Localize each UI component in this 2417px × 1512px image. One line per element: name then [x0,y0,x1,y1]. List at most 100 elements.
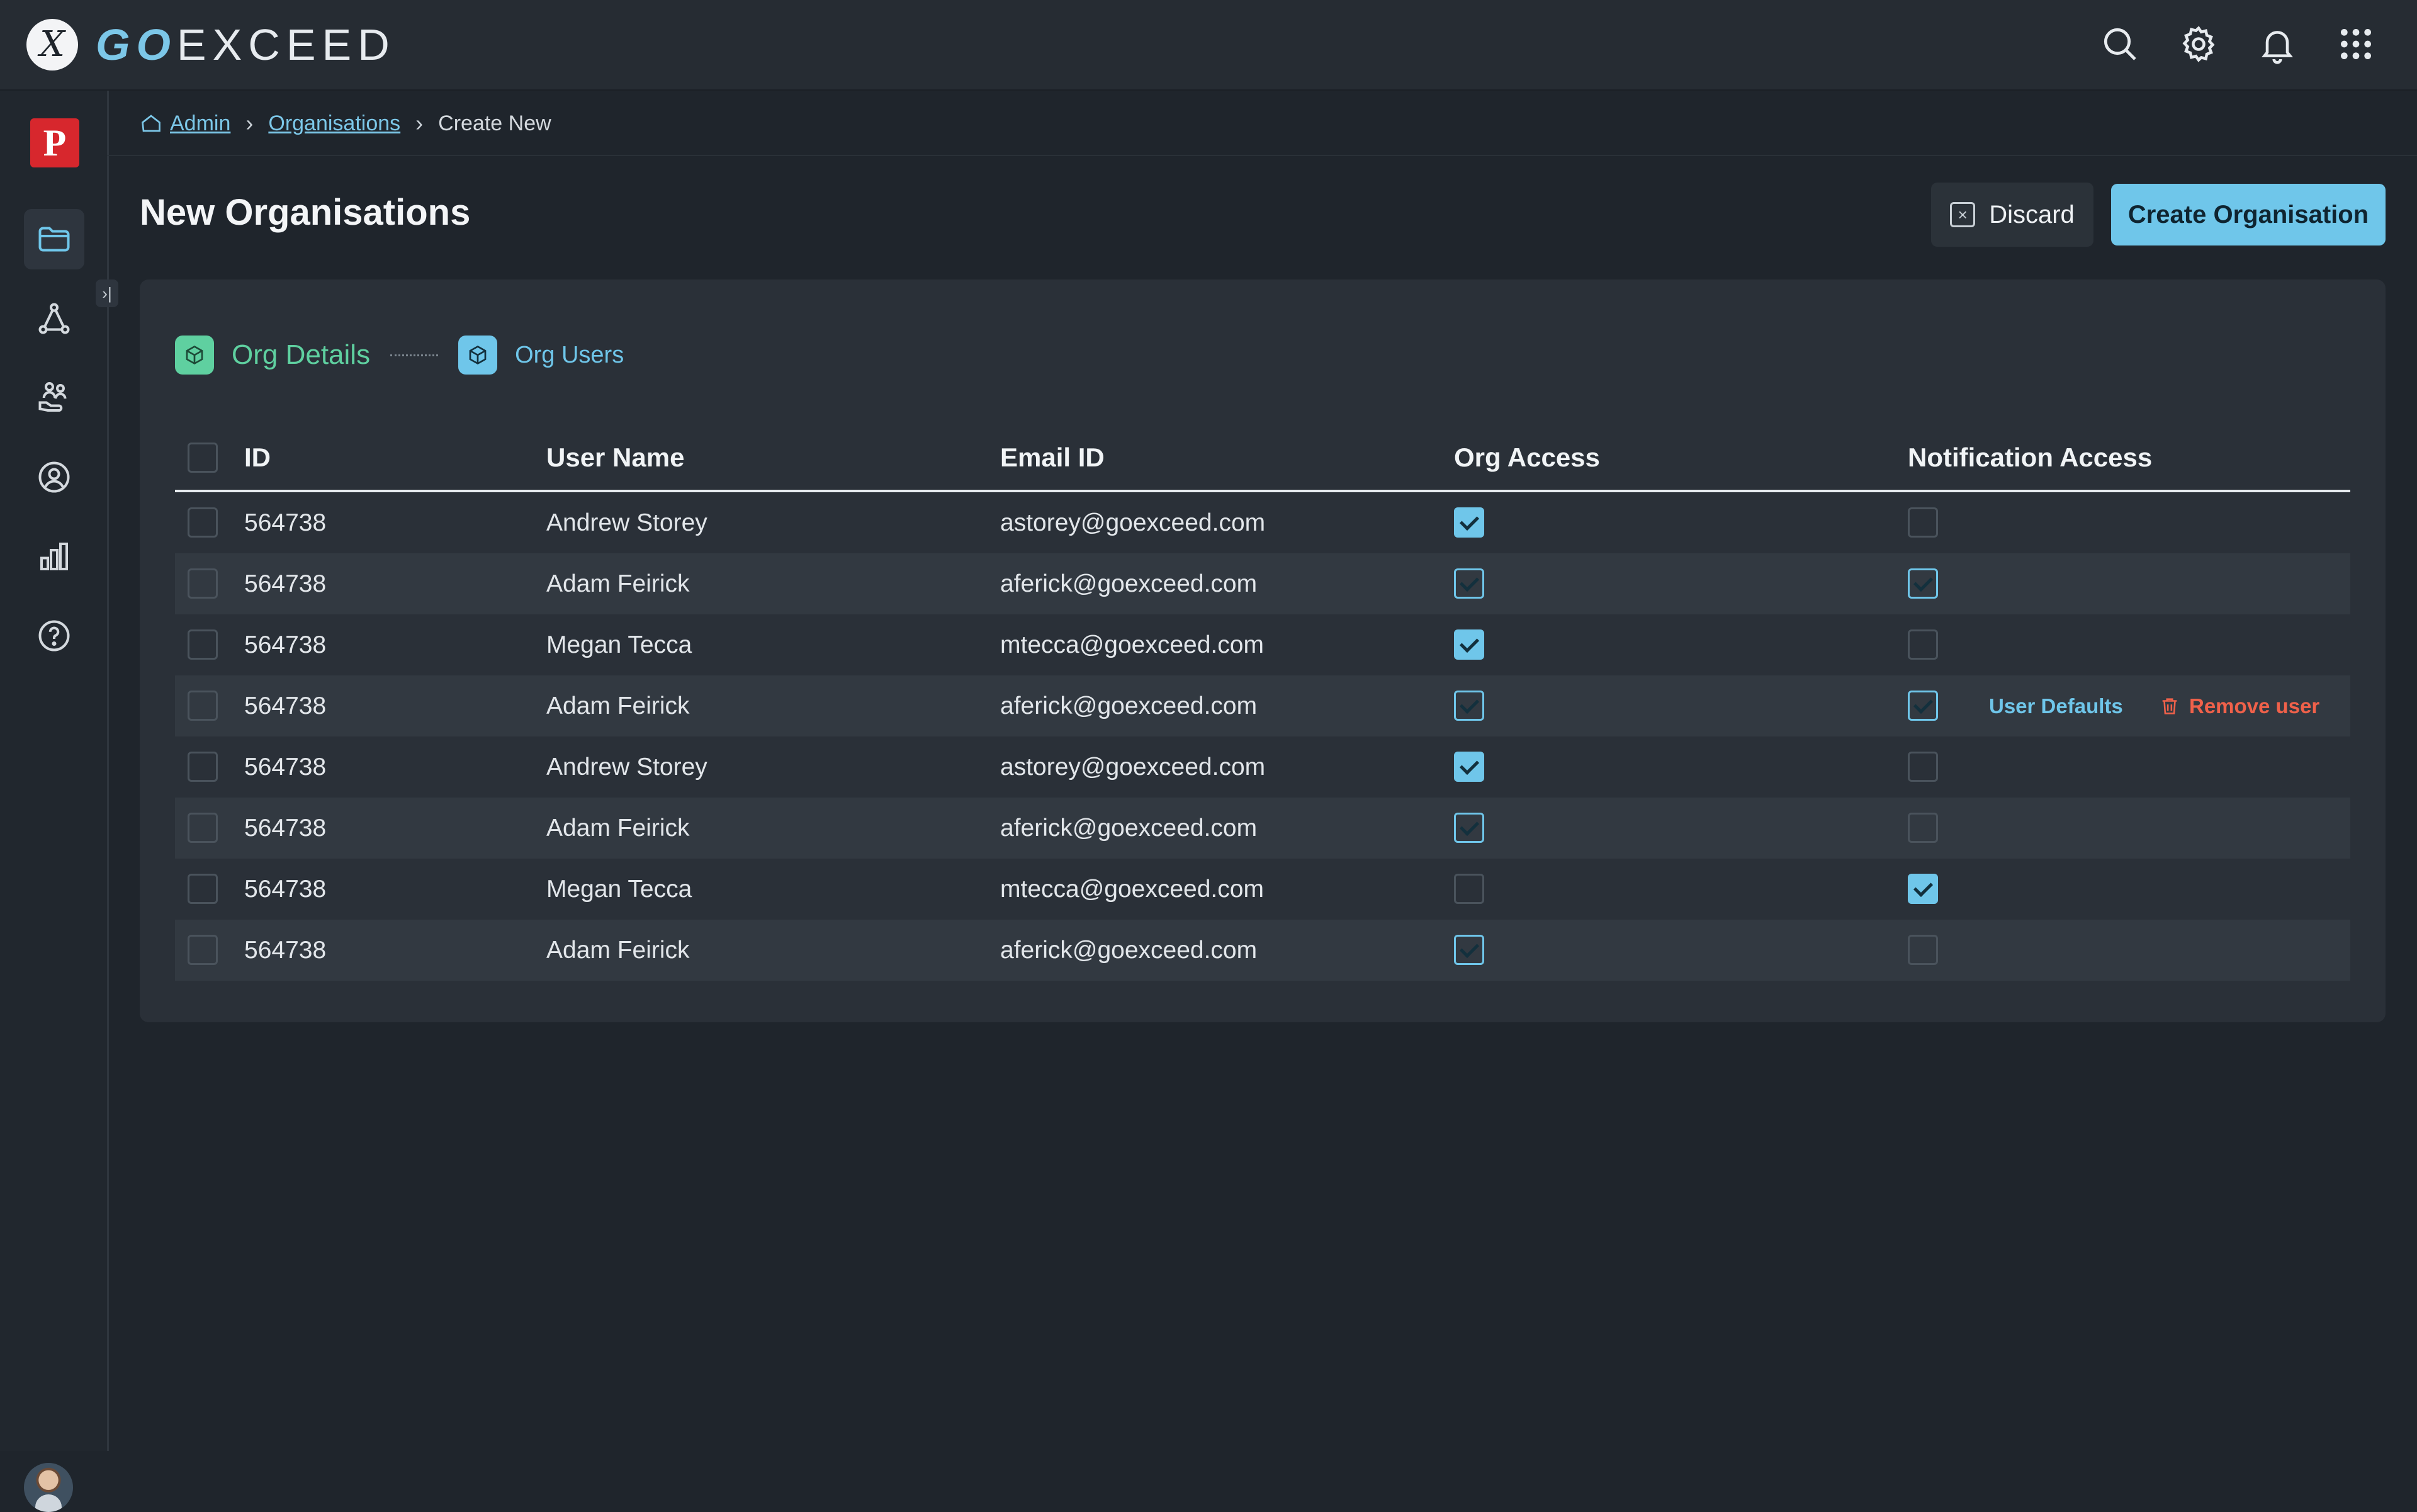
bell-icon[interactable] [2257,24,2297,64]
notification-access-checkbox[interactable] [1908,813,1938,843]
create-label: Create Organisation [2127,200,2369,228]
discard-label: Discard [1989,200,2075,228]
step-org-users[interactable]: Org Users [515,341,624,368]
table-row[interactable]: 564738 Megan Tecca mtecca@goexceed.com [175,859,2350,920]
brand-badge[interactable]: P [30,118,79,167]
divider [107,155,2417,156]
sidebar-collapse-button[interactable]: ›| [96,279,118,307]
notification-access-checkbox[interactable] [1908,752,1938,782]
sidebar-item-users[interactable] [24,368,84,428]
table-row[interactable]: 564738 Andrew Storey astorey@goexceed.com [175,736,2350,798]
org-access-checkbox[interactable] [1454,874,1484,904]
org-access-checkbox[interactable] [1454,691,1484,721]
cell-id: 564738 [244,570,327,597]
brand-letter: P [43,121,67,164]
close-icon: × [1950,202,1976,227]
notification-access-checkbox[interactable] [1908,629,1938,660]
sidebar-item-profile[interactable] [24,447,84,507]
notification-access-checkbox[interactable] [1908,874,1938,904]
logo-suffix: EXCEED [176,20,396,69]
cell-user-name: Megan Tecca [546,876,692,903]
help-icon [38,620,70,652]
remove-user-link[interactable]: Remove user [2159,675,2319,736]
cell-email: aferick@goexceed.com [1000,815,1258,842]
row-select-checkbox[interactable] [188,874,218,904]
notification-access-checkbox[interactable] [1908,935,1938,965]
create-organisation-button[interactable]: Create Organisation [2111,184,2386,245]
notification-access-checkbox[interactable] [1908,568,1938,599]
cube-icon [458,336,498,375]
users-table: ID User Name Email ID Org Access Notific… [175,426,2350,981]
cell-user-name: Andrew Storey [546,509,707,536]
user-defaults-link[interactable]: User Defaults [1989,694,2123,718]
notification-access-checkbox[interactable] [1908,691,1938,721]
row-select-checkbox[interactable] [188,507,218,538]
row-select-checkbox[interactable] [188,813,218,843]
table-row[interactable]: 564738 Adam Feirick aferick@goexceed.com [175,920,2350,981]
discard-button[interactable]: × Discard [1931,183,2093,247]
org-access-checkbox[interactable] [1454,507,1484,538]
search-icon[interactable] [2100,24,2140,64]
row-select-checkbox[interactable] [188,691,218,721]
apps-grid-icon[interactable] [2336,24,2376,64]
cell-id: 564738 [244,876,327,903]
org-access-checkbox[interactable] [1454,568,1484,599]
column-header-user-name[interactable]: User Name [546,443,685,472]
cell-user-name: Megan Tecca [546,631,692,658]
step-org-details[interactable]: Org Details [232,339,371,370]
row-select-checkbox[interactable] [188,752,218,782]
cell-id: 564738 [244,753,327,781]
cell-user-name: Adam Feirick [546,937,690,964]
avatar[interactable] [24,1463,73,1512]
table-header: ID User Name Email ID Org Access Notific… [175,426,2350,492]
logo-wordmark[interactable]: GOEXCEED [96,19,396,71]
user-circle-icon [38,461,70,493]
home-icon[interactable] [140,112,162,135]
logo-mark[interactable]: X [26,19,78,71]
table-row[interactable]: 564738 Andrew Storey astorey@goexceed.com [175,492,2350,553]
cube-icon [175,336,214,375]
table-row[interactable]: 564738 Adam Feirick aferick@goexceed.com [175,798,2350,859]
sidebar-item-reports[interactable] [24,526,84,587]
row-select-checkbox[interactable] [188,629,218,660]
table-row[interactable]: 564738 Megan Tecca mtecca@goexceed.com [175,614,2350,675]
column-header-notification-access[interactable]: Notification Access [1908,443,2153,472]
org-access-checkbox[interactable] [1454,935,1484,965]
column-header-email[interactable]: Email ID [1000,443,1105,472]
column-header-id[interactable]: ID [244,443,271,472]
table-row[interactable]: 564738 Adam Feirick aferick@goexceed.com Us… [175,675,2350,736]
notification-access-checkbox[interactable] [1908,507,1938,538]
folder-icon [38,227,70,252]
cell-user-name: Andrew Storey [546,753,707,781]
row-select-checkbox[interactable] [188,568,218,599]
table-row[interactable]: 564738 Adam Feirick aferick@goexceed.com [175,553,2350,614]
column-header-org-access[interactable]: Org Access [1454,443,1600,472]
cell-email: astorey@goexceed.com [1000,753,1266,781]
bar-chart-icon [40,543,68,570]
row-select-checkbox[interactable] [188,935,218,965]
chevron-right-icon: › [245,110,254,136]
cell-user-name: Adam Feirick [546,692,690,719]
stepper: Org Details Org Users [175,334,624,376]
sidebar-item-folders[interactable] [24,209,84,269]
network-icon [38,303,70,334]
step-connector [390,354,439,356]
cell-id: 564738 [244,631,327,658]
org-access-checkbox[interactable] [1454,629,1484,660]
sidebar-item-network[interactable] [24,288,84,349]
cell-user-name: Adam Feirick [546,570,690,597]
org-users-card: Org Details Org Users ID User Name Email… [140,279,2386,1022]
collapse-glyph: ›| [102,283,112,303]
gear-icon[interactable] [2178,24,2219,64]
cell-id: 564738 [244,937,327,964]
org-access-checkbox[interactable] [1454,813,1484,843]
org-access-checkbox[interactable] [1454,752,1484,782]
cell-id: 564738 [244,692,327,719]
logo-prefix: GO [96,20,177,69]
cell-email: astorey@goexceed.com [1000,509,1266,536]
sidebar-item-help[interactable] [24,606,84,666]
trash-icon [2162,697,2177,714]
breadcrumb-organisations[interactable]: Organisations [268,111,401,135]
breadcrumb-admin[interactable]: Admin [170,111,231,135]
select-all-checkbox[interactable] [188,443,218,473]
